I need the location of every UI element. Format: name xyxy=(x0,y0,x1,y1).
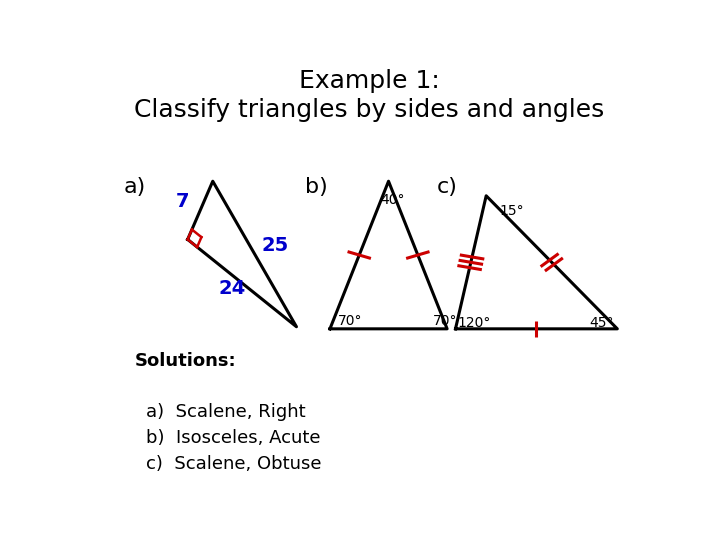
Text: 45°: 45° xyxy=(590,315,614,329)
Text: 15°: 15° xyxy=(500,204,524,218)
Text: a): a) xyxy=(124,177,145,197)
Text: Example 1:: Example 1: xyxy=(299,69,439,93)
Text: Classify triangles by sides and angles: Classify triangles by sides and angles xyxy=(134,98,604,122)
Text: 24: 24 xyxy=(219,279,246,298)
Text: 7: 7 xyxy=(176,192,189,211)
Text: a)  Scalene, Right: a) Scalene, Right xyxy=(145,403,305,421)
Text: c)  Scalene, Obtuse: c) Scalene, Obtuse xyxy=(145,455,321,473)
Text: b)  Isosceles, Acute: b) Isosceles, Acute xyxy=(145,429,320,447)
Text: c): c) xyxy=(437,177,458,197)
Text: 120°: 120° xyxy=(457,315,490,329)
Text: 70°: 70° xyxy=(338,314,363,328)
Text: Solutions:: Solutions: xyxy=(135,352,236,370)
Text: 70°: 70° xyxy=(433,314,457,328)
Text: 25: 25 xyxy=(262,236,289,255)
Text: 40°: 40° xyxy=(381,193,405,207)
Text: b): b) xyxy=(305,177,328,197)
